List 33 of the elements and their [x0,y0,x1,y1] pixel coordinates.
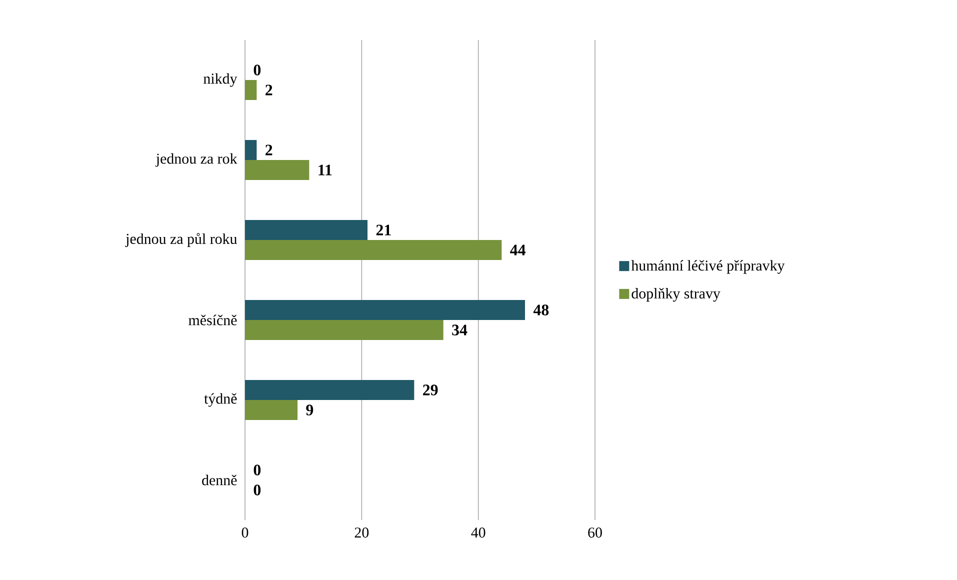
x-tick-label: 20 [354,528,369,538]
legend-label: doplňky stravy [632,288,720,302]
y-tick-label: týdně [204,393,237,407]
bar [245,400,298,420]
data-label: 44 [510,244,526,256]
data-label: 9 [306,404,314,416]
bar [245,300,525,320]
y-tick-label: jednou za půl roku [125,233,237,248]
bar [245,80,257,100]
data-label: 21 [376,224,391,236]
data-label: 29 [423,384,438,396]
bar [245,320,444,340]
y-tick-label: jednou za rok [155,153,238,167]
data-label: 48 [533,304,549,316]
bar [245,140,257,160]
data-label: 11 [318,164,332,176]
y-tick-label: denně [202,474,237,486]
data-label: 2 [266,84,272,96]
bar [245,220,368,240]
bar [245,380,414,400]
data-label: 34 [452,324,468,336]
legend-label: humánní léčivé přípravky [631,260,785,274]
y-tick-label: měsíčně [188,314,237,326]
data-label: 0 [254,464,261,476]
x-tick-label: 40 [471,528,486,538]
bar [245,160,310,180]
data-label: 0 [254,64,261,76]
x-tick-label: 60 [588,528,602,538]
x-tick-label: 0 [242,528,248,538]
bar [245,240,502,260]
y-tick-label: nikdy [204,73,238,87]
data-label: 2 [266,144,272,156]
data-label: 0 [254,484,261,496]
